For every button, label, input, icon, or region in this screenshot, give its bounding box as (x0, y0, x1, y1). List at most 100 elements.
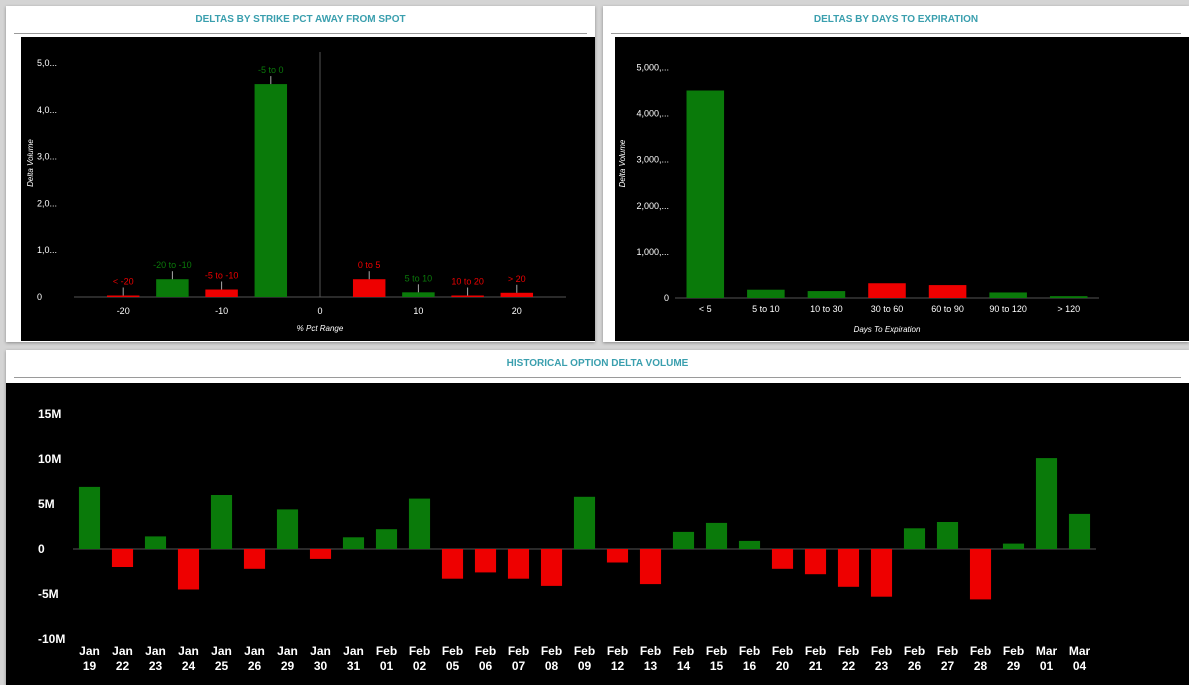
bar (936, 522, 959, 549)
bar (868, 283, 906, 298)
x-tick-label-month: Feb (937, 644, 958, 658)
x-tick-label-month: Feb (673, 644, 694, 658)
bar (837, 549, 860, 587)
x-tick-label-month: Feb (376, 644, 397, 658)
y-tick-label: 2,0... (37, 198, 57, 208)
x-axis-label: % Pct Range (297, 324, 344, 333)
bar (738, 540, 761, 549)
y-tick-label: 1,0... (37, 245, 57, 255)
x-tick-label-month: Jan (343, 644, 364, 658)
expiry-panel-title: DELTAS BY DAYS TO EXPIRATION (611, 6, 1181, 34)
x-tick-label-day: 08 (545, 659, 559, 673)
x-tick-label-month: Feb (508, 644, 529, 658)
y-tick-label: -10M (38, 632, 65, 646)
y-tick-label: 4,0... (37, 105, 57, 115)
x-tick-label-day: 01 (380, 659, 394, 673)
x-tick-label: 0 (317, 306, 322, 316)
x-tick-label-day: 13 (644, 659, 658, 673)
bar (1049, 296, 1088, 298)
x-tick-label-day: 22 (116, 659, 130, 673)
bar (451, 295, 484, 297)
x-tick-label-month: Feb (541, 644, 562, 658)
bar (747, 289, 785, 298)
bar (111, 549, 134, 567)
x-tick-label: 20 (512, 306, 522, 316)
bar (254, 84, 288, 297)
bar-data-label: -5 to 0 (258, 65, 284, 75)
x-tick-label: 10 to 30 (810, 304, 843, 314)
x-tick-label-month: Feb (838, 644, 859, 658)
x-tick-label-day: 01 (1040, 659, 1054, 673)
x-tick-label-day: 09 (578, 659, 592, 673)
x-tick-label-day: 23 (875, 659, 889, 673)
bar (989, 292, 1027, 298)
x-tick-label: 5 to 10 (752, 304, 780, 314)
y-tick-label: 10M (38, 452, 61, 466)
bar (342, 537, 365, 549)
bar (144, 536, 167, 549)
x-tick-label-month: Jan (79, 644, 100, 658)
x-tick-label-month: Feb (970, 644, 991, 658)
bar-data-label: 10 to 20 (451, 277, 484, 287)
x-tick-label: -20 (117, 306, 130, 316)
bar (474, 549, 497, 573)
bar (870, 549, 893, 597)
bar (375, 529, 398, 549)
bar-data-label: -5 to -10 (205, 271, 239, 281)
bar (573, 496, 596, 549)
x-tick-label: < 5 (699, 304, 712, 314)
x-tick-label-day: 31 (347, 659, 361, 673)
x-tick-label-day: 21 (809, 659, 823, 673)
history-panel-title: HISTORICAL OPTION DELTA VOLUME (14, 350, 1181, 378)
x-tick-label-month: Jan (244, 644, 265, 658)
y-tick-label: 5M (38, 497, 55, 511)
bar (969, 549, 992, 600)
bar (402, 292, 435, 297)
bar (352, 279, 386, 297)
x-tick-label-day: 24 (182, 659, 196, 673)
y-tick-label: 15M (38, 407, 61, 421)
bar (210, 495, 233, 549)
x-tick-label-day: 28 (974, 659, 988, 673)
bar (928, 285, 967, 298)
bar (205, 289, 238, 297)
y-tick-label: 5,0... (37, 58, 57, 68)
y-tick-label: 0 (664, 293, 669, 303)
strike-panel-title: DELTAS BY STRIKE PCT AWAY FROM SPOT (14, 6, 587, 34)
x-tick-label-month: Mar (1069, 644, 1091, 658)
bar (1002, 543, 1025, 549)
x-tick-label-day: 30 (314, 659, 328, 673)
x-tick-label-month: Feb (1003, 644, 1024, 658)
bar (639, 549, 662, 585)
bar (705, 522, 728, 549)
x-tick-label-day: 15 (710, 659, 724, 673)
strike-panel: DELTAS BY STRIKE PCT AWAY FROM SPOT 0 1,0… (6, 6, 595, 342)
y-tick-label: -5M (38, 587, 59, 601)
x-tick-label-day: 29 (281, 659, 295, 673)
x-tick-label-month: Feb (871, 644, 892, 658)
x-tick-label-month: Jan (178, 644, 199, 658)
x-tick-label-month: Feb (442, 644, 463, 658)
expiry-panel: DELTAS BY DAYS TO EXPIRATION 0 1,000,... 2… (603, 6, 1189, 342)
bar (309, 549, 332, 559)
y-tick-label: 0 (38, 542, 45, 556)
x-tick-label-day: 22 (842, 659, 856, 673)
bar (606, 549, 629, 563)
x-tick-label-day: 14 (677, 659, 691, 673)
y-axis-label: Delta Volume (618, 139, 627, 187)
x-tick-label-day: 26 (908, 659, 922, 673)
y-tick-label: 3,0... (37, 152, 57, 162)
x-tick-label-day: 05 (446, 659, 460, 673)
x-axis-label: Days To Expiration (854, 325, 921, 334)
bar (686, 90, 725, 298)
x-tick-label-month: Jan (145, 644, 166, 658)
bar (500, 292, 534, 297)
x-tick-label-day: 25 (215, 659, 229, 673)
x-tick-label-month: Feb (706, 644, 727, 658)
x-tick-label: 10 (413, 306, 423, 316)
bar (78, 486, 101, 549)
x-tick-label-month: Feb (739, 644, 760, 658)
x-tick-label-month: Jan (211, 644, 232, 658)
y-tick-label: 2,000,... (636, 201, 669, 211)
x-tick-label-month: Feb (904, 644, 925, 658)
